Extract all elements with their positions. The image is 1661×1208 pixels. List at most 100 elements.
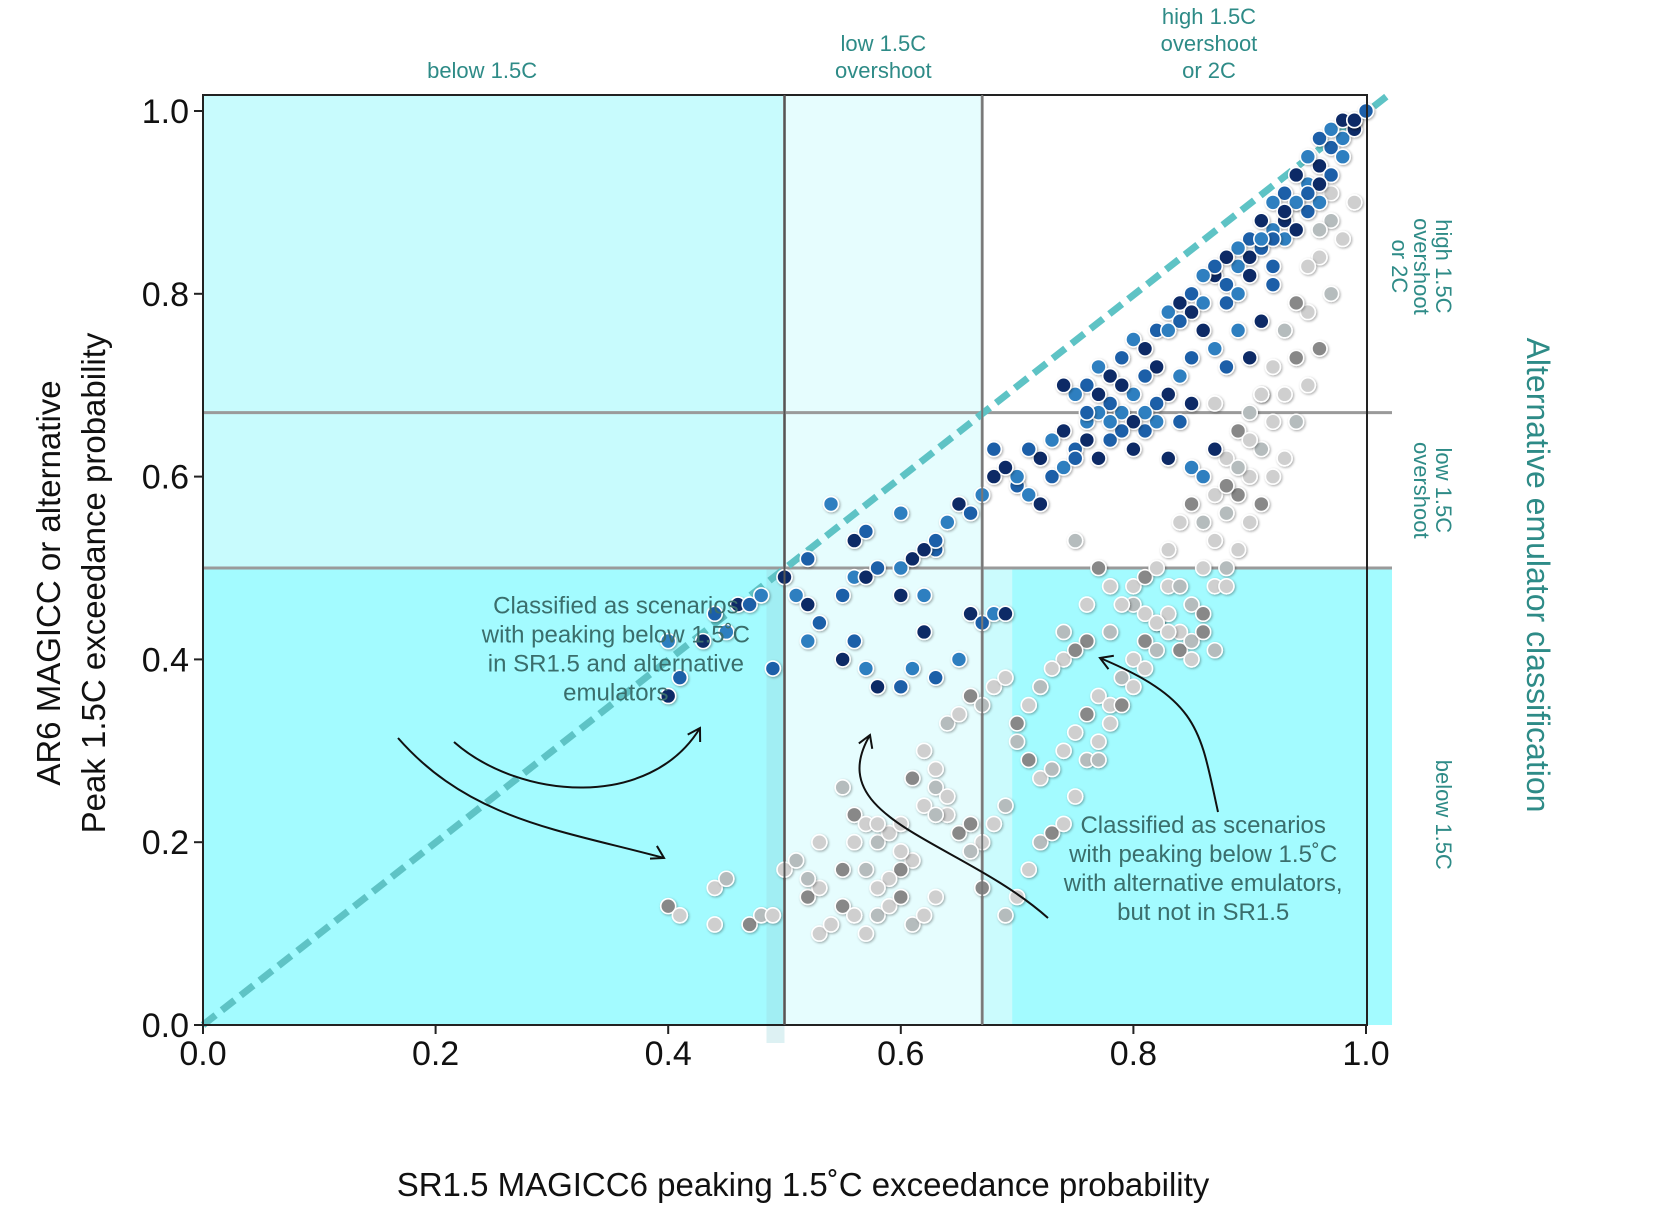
data-point	[1055, 815, 1072, 833]
annotation-line: with peaking below 1.5˚C	[481, 622, 750, 649]
data-point	[659, 897, 677, 915]
data-point	[1101, 623, 1119, 641]
data-point	[939, 513, 956, 531]
data-point	[1206, 440, 1224, 458]
data-point	[1241, 267, 1258, 284]
data-point	[694, 632, 712, 650]
data-point	[799, 596, 817, 613]
data-point	[1206, 641, 1224, 659]
x-tick-label: 0.2	[412, 1035, 459, 1073]
data-point	[1334, 230, 1352, 248]
data-point	[1159, 623, 1177, 641]
data-point	[1346, 194, 1363, 211]
data-point	[950, 651, 968, 668]
diagonal-line	[200, 90, 1394, 1028]
data-point	[764, 907, 782, 924]
data-point	[1311, 248, 1328, 266]
x-tick-label: 0.8	[1110, 1035, 1157, 1073]
y-axis-title-line1: AR6 MAGICC or alternative	[30, 380, 67, 785]
data-point	[1159, 386, 1177, 403]
y-tick-label: 0.8	[142, 276, 189, 314]
data-point	[1101, 367, 1119, 385]
data-point	[857, 523, 875, 540]
data-point	[1322, 285, 1340, 303]
data-point	[706, 605, 724, 623]
data-point	[1287, 166, 1305, 184]
data-point	[962, 605, 979, 623]
data-point	[1194, 605, 1212, 623]
data-point	[1090, 687, 1107, 705]
data-point	[1101, 715, 1119, 732]
data-point	[1159, 303, 1177, 321]
data-point	[1218, 248, 1235, 266]
data-point	[857, 568, 875, 586]
data-point	[1136, 367, 1154, 385]
data-point	[1078, 705, 1096, 723]
right-class-label: or 2C	[1387, 239, 1412, 293]
data-point	[1206, 486, 1224, 504]
data-point	[1020, 486, 1038, 504]
y-tick-label: 0.2	[142, 824, 189, 862]
data-point	[1032, 769, 1049, 787]
data-point	[1008, 715, 1026, 732]
data-point	[1322, 120, 1340, 138]
data-point	[1183, 303, 1200, 321]
data-point	[1066, 386, 1084, 403]
annotation-line: Classified as scenarios	[493, 593, 738, 620]
data-point	[1020, 751, 1038, 769]
arrow-head	[649, 845, 666, 860]
data-point	[1299, 258, 1317, 275]
annotation-arrow	[858, 734, 1049, 919]
data-point	[939, 715, 956, 732]
data-point	[869, 833, 886, 851]
data-point	[834, 897, 851, 915]
data-point	[1043, 660, 1061, 677]
data-point	[927, 669, 944, 686]
data-point	[1148, 395, 1165, 412]
data-point	[1218, 477, 1235, 495]
data-point	[1287, 194, 1305, 211]
data-point	[811, 925, 828, 942]
data-point	[834, 651, 851, 668]
identity-diagonal	[200, 90, 1394, 1028]
data-point	[1078, 404, 1096, 421]
data-point	[1276, 184, 1293, 202]
data-point	[1229, 285, 1247, 303]
data-point	[927, 779, 944, 796]
data-point	[1171, 367, 1189, 385]
data-point	[1159, 605, 1177, 623]
arrow-head	[1098, 654, 1114, 670]
data-point	[915, 907, 933, 924]
data-point	[718, 870, 735, 888]
data-point	[1113, 349, 1131, 367]
data-point	[1032, 678, 1049, 696]
data-point	[822, 916, 840, 933]
right-class-label: below 1.5C	[1431, 760, 1456, 870]
data-point	[1183, 596, 1200, 613]
data-point	[811, 614, 828, 632]
data-point	[1125, 440, 1142, 458]
data-point	[845, 532, 863, 549]
data-point	[1136, 422, 1154, 440]
x-tick-label: 0.0	[179, 1035, 226, 1073]
data-point	[857, 925, 875, 942]
data-point	[799, 888, 817, 906]
data-point	[1090, 733, 1107, 750]
data-point	[950, 705, 968, 723]
data-point	[659, 632, 677, 650]
data-point	[927, 532, 944, 549]
data-point	[1194, 513, 1212, 531]
data-point	[857, 660, 875, 677]
data-point	[927, 888, 944, 906]
data-point	[1090, 751, 1107, 769]
region-edge-shade	[982, 568, 1013, 1025]
data-point	[787, 587, 805, 604]
data-point	[1229, 459, 1247, 476]
data-point	[939, 788, 956, 805]
top-class-label: overshoot	[1161, 31, 1258, 56]
data-point	[1066, 450, 1084, 467]
data-point	[1055, 742, 1072, 760]
data-point	[1229, 486, 1247, 504]
data-point	[1183, 651, 1200, 668]
